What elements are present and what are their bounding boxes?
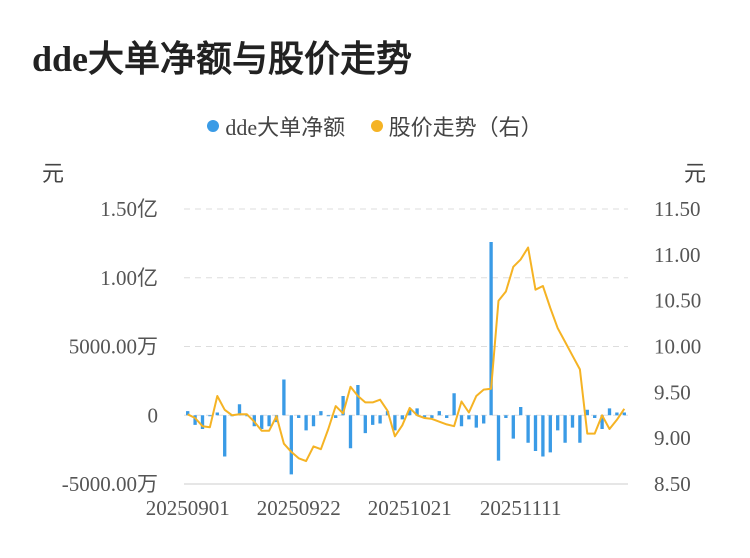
dde-bar[interactable] [208,415,212,417]
dde-bar[interactable] [223,415,227,457]
dde-bar[interactable] [304,415,308,431]
dde-bar[interactable] [363,415,367,434]
dde-bar[interactable] [193,415,197,425]
left-axis-unit: 元 [42,161,65,186]
dde-bar[interactable] [356,385,360,416]
dde-bar[interactable] [237,404,242,416]
dde-bar[interactable] [282,379,286,416]
dde-bar[interactable] [593,415,597,418]
right-tick-label: 9.00 [654,426,691,450]
dde-bar[interactable] [496,415,501,461]
dde-bar[interactable] [415,408,419,416]
x-tick-label: 20250901 [146,496,230,520]
dde-bar[interactable] [452,393,456,416]
legend-bar-swatch [207,120,220,132]
legend-item-bar[interactable]: dde大单净额 [207,110,345,142]
right-tick-label: 10.00 [654,335,701,359]
dde-bar[interactable] [215,412,219,416]
dde-bar[interactable] [600,415,604,429]
dde-bar[interactable] [467,415,471,420]
price-line[interactable] [187,246,626,463]
legend-item-line[interactable]: 股价走势（右） [370,110,543,142]
dde-bar[interactable] [482,415,486,424]
dde-bar[interactable] [297,415,301,418]
dde-bar[interactable] [289,415,293,475]
dde-bar[interactable] [260,415,264,429]
left-tick-label: 0 [148,403,159,427]
dde-bar[interactable] [186,411,190,416]
dde-bar[interactable] [504,415,508,418]
dde-bar[interactable] [408,409,412,416]
right-tick-label: 9.50 [654,380,691,404]
dde-bar[interactable] [371,415,375,425]
right-tick-label: 10.50 [654,289,701,313]
x-tick-label: 20251111 [480,496,562,520]
x-tick-label: 20250922 [257,496,341,520]
left-tick-label: -5000.00万 [62,472,158,496]
left-tick-label: 5000.00万 [69,335,158,359]
dde-bar[interactable] [378,415,382,424]
right-tick-label: 11.50 [654,197,700,221]
dde-bar[interactable] [474,415,478,428]
dde-bar[interactable] [556,415,560,431]
dde-bar[interactable] [541,415,545,457]
dde-bar[interactable] [200,415,205,429]
dde-bar[interactable] [430,415,434,418]
dde-bar[interactable] [607,408,612,416]
dde-bar[interactable] [393,415,397,431]
dde-bar[interactable] [459,415,464,427]
legend-line-label: 股价走势（右） [388,115,543,140]
dde-bar[interactable] [422,415,427,418]
dde-bar[interactable] [400,415,404,420]
dde-bar[interactable] [511,415,515,439]
dde-bar[interactable] [585,409,589,416]
right-tick-label: 11.00 [654,243,700,267]
dde-bar[interactable] [489,242,493,416]
dde-bar[interactable] [445,415,449,418]
dde-bar[interactable] [548,415,552,453]
legend: dde大单净额 股价走势（右） [0,110,750,142]
dde-bar[interactable] [570,415,575,428]
dde-bar[interactable] [245,415,249,417]
dde-bar[interactable] [526,415,530,443]
dde-bar[interactable] [578,415,582,443]
dde-bar[interactable] [533,415,538,451]
dde-bar[interactable] [267,415,271,427]
right-axis-unit: 元 [684,161,707,186]
legend-bar-label: dde大单净额 [225,115,346,140]
left-tick-label: 1.00亿 [100,266,158,290]
dde-bar[interactable] [326,415,330,417]
legend-line-swatch [370,120,383,132]
left-tick-label: 1.50亿 [100,197,158,221]
dde-bar[interactable] [519,407,523,416]
dde-bar[interactable] [563,415,567,443]
dde-bar[interactable] [341,396,345,416]
chart-title: dde大单净额与股价走势 [32,39,413,79]
dde-bar[interactable] [311,415,316,427]
dde-bar[interactable] [622,412,626,416]
dde-bar[interactable] [319,411,323,416]
dde-bar[interactable] [348,415,353,449]
x-tick-label: 20251021 [368,496,452,520]
dde-bar[interactable] [615,412,619,416]
dde-bar[interactable] [334,415,338,418]
dde-bar[interactable] [437,411,441,416]
right-tick-label: 8.50 [654,472,691,496]
